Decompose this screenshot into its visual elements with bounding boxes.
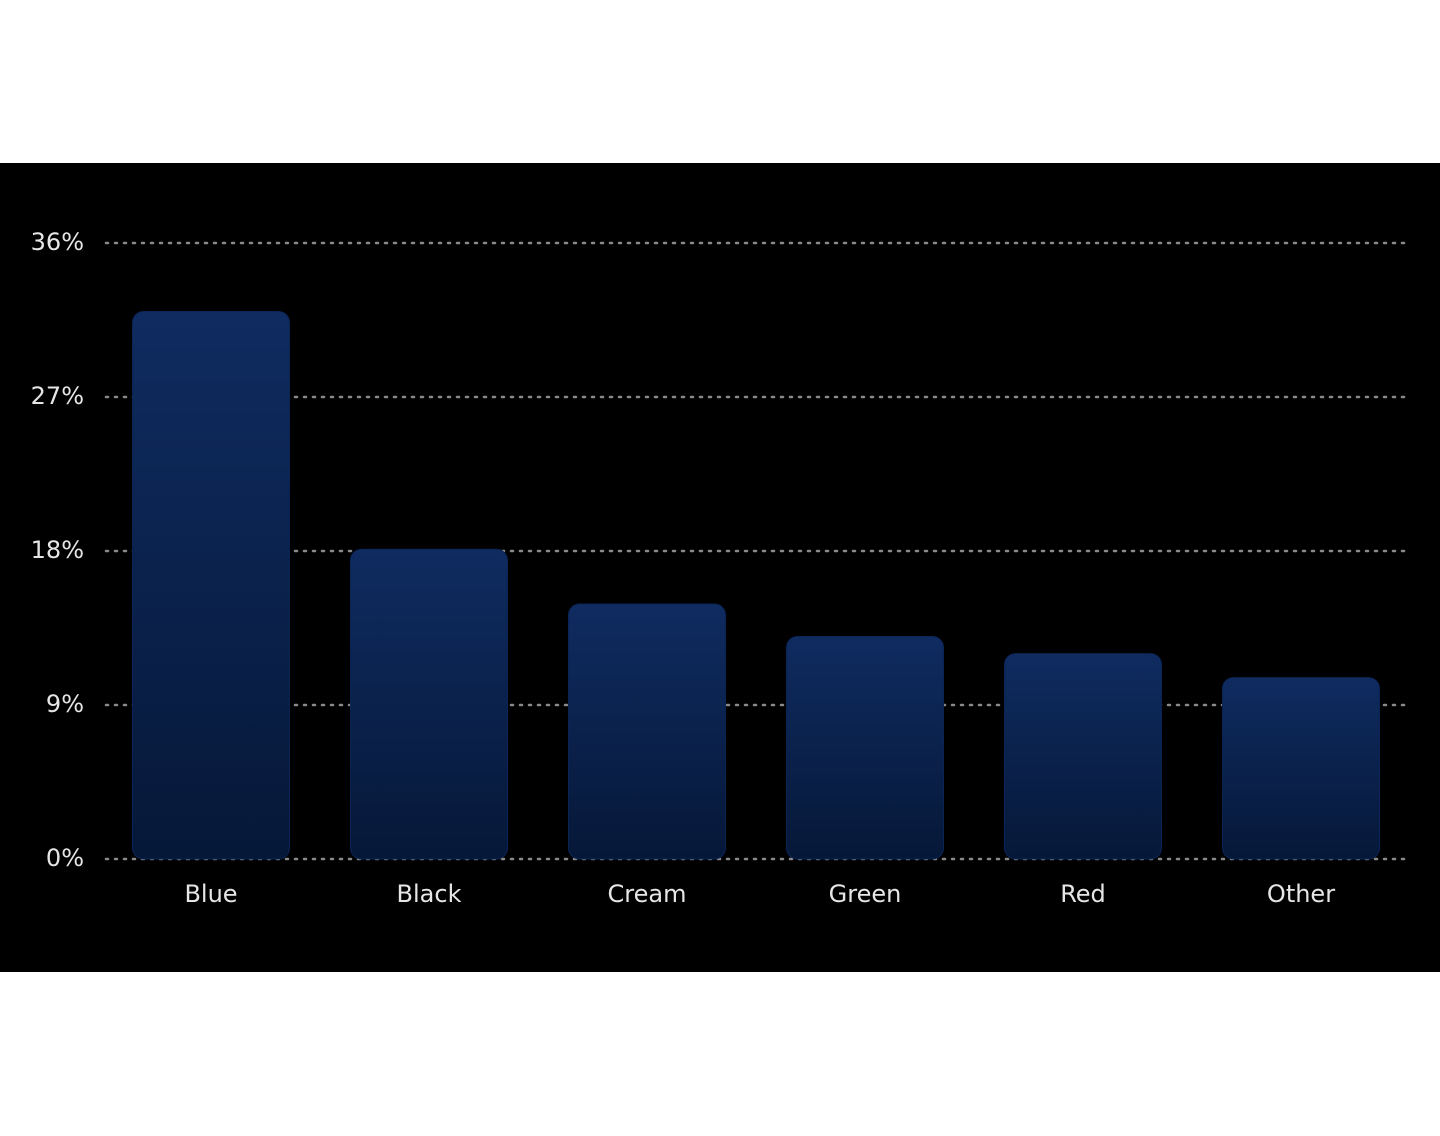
y-tick-label: 0% (46, 844, 84, 872)
x-tick-label: Black (397, 880, 462, 908)
x-tick-label: Green (829, 880, 902, 908)
y-tick-label: 36% (31, 228, 84, 256)
y-tick-label: 27% (31, 382, 84, 410)
bar (132, 310, 290, 860)
bar (350, 548, 508, 860)
x-tick-label: Other (1267, 880, 1335, 908)
y-tick-label: 18% (31, 536, 84, 564)
x-tick-label: Blue (184, 880, 237, 908)
y-tick-label: 9% (46, 690, 84, 718)
bar (1222, 677, 1380, 860)
bar (1004, 653, 1162, 860)
bar (786, 636, 944, 860)
x-tick-label: Red (1060, 880, 1106, 908)
x-tick-label: Cream (608, 880, 687, 908)
bar (568, 603, 726, 860)
